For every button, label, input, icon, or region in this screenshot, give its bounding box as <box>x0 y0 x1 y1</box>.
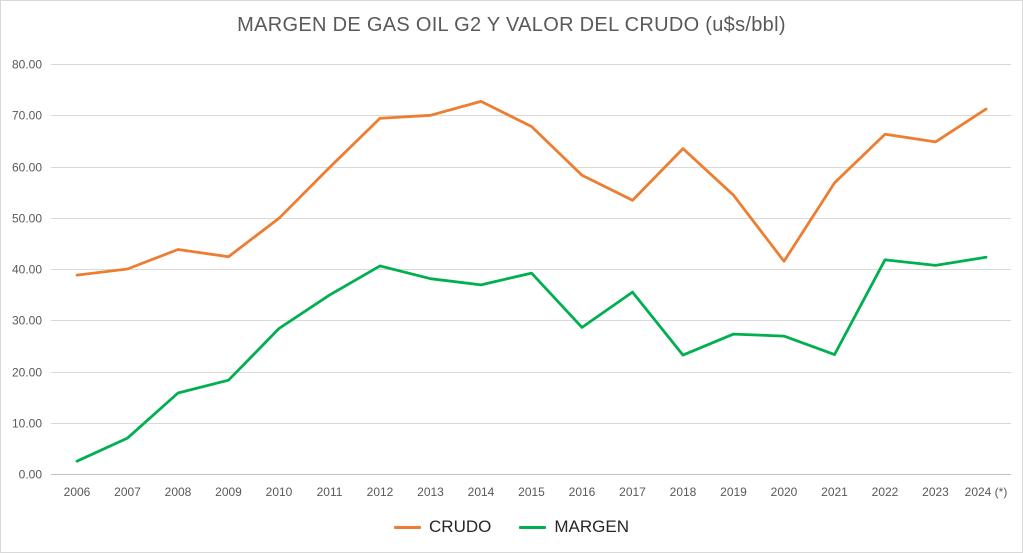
y-tick-label: 40.00 <box>12 263 42 277</box>
y-tick-label: 30.00 <box>12 314 42 328</box>
x-tick-label: 2006 <box>64 485 91 499</box>
x-tick-label: 2024 (*) <box>965 485 1008 499</box>
x-tick-label: 2009 <box>215 485 242 499</box>
legend: CRUDO MARGEN <box>1 517 1022 537</box>
series-line-crudo <box>75 100 988 277</box>
y-tick-label: 10.00 <box>12 417 42 431</box>
series-line-margen <box>75 255 988 463</box>
x-tick-label: 2007 <box>114 485 141 499</box>
x-tick-label: 2013 <box>417 485 444 499</box>
x-tick-label: 2012 <box>367 485 394 499</box>
x-tick-label: 2010 <box>266 485 293 499</box>
y-tick-label: 60.00 <box>12 161 42 175</box>
x-tick-label: 2020 <box>771 485 798 499</box>
x-tick-label: 2011 <box>317 485 343 499</box>
x-tick-label: 2016 <box>569 485 596 499</box>
legend-label-crudo: CRUDO <box>429 517 492 536</box>
x-tick-label: 2023 <box>922 485 949 499</box>
x-tick-label: 2017 <box>619 485 646 499</box>
legend-label-margen: MARGEN <box>554 517 629 536</box>
x-tick-label: 2015 <box>518 485 545 499</box>
x-tick-label: 2019 <box>720 485 747 499</box>
y-tick-label: 50.00 <box>12 212 42 226</box>
legend-item-margen: MARGEN <box>519 517 629 537</box>
y-tick-label: 20.00 <box>12 366 42 380</box>
x-tick-label: 2008 <box>165 485 192 499</box>
y-tick-label: 70.00 <box>12 109 42 123</box>
legend-item-crudo: CRUDO <box>394 517 491 537</box>
y-tick-label: 80.00 <box>12 58 42 72</box>
x-tick-label: 2018 <box>670 485 697 499</box>
legend-marker-crudo-line <box>394 525 422 529</box>
legend-marker-margen-line <box>519 525 547 529</box>
x-tick-label: 2014 <box>468 485 495 499</box>
x-tick-label: 2021 <box>821 485 848 499</box>
chart-title: MARGEN DE GAS OIL G2 Y VALOR DEL CRUDO (… <box>237 14 786 36</box>
y-tick-label: 0.00 <box>19 468 43 482</box>
x-tick-label: 2022 <box>872 485 899 499</box>
